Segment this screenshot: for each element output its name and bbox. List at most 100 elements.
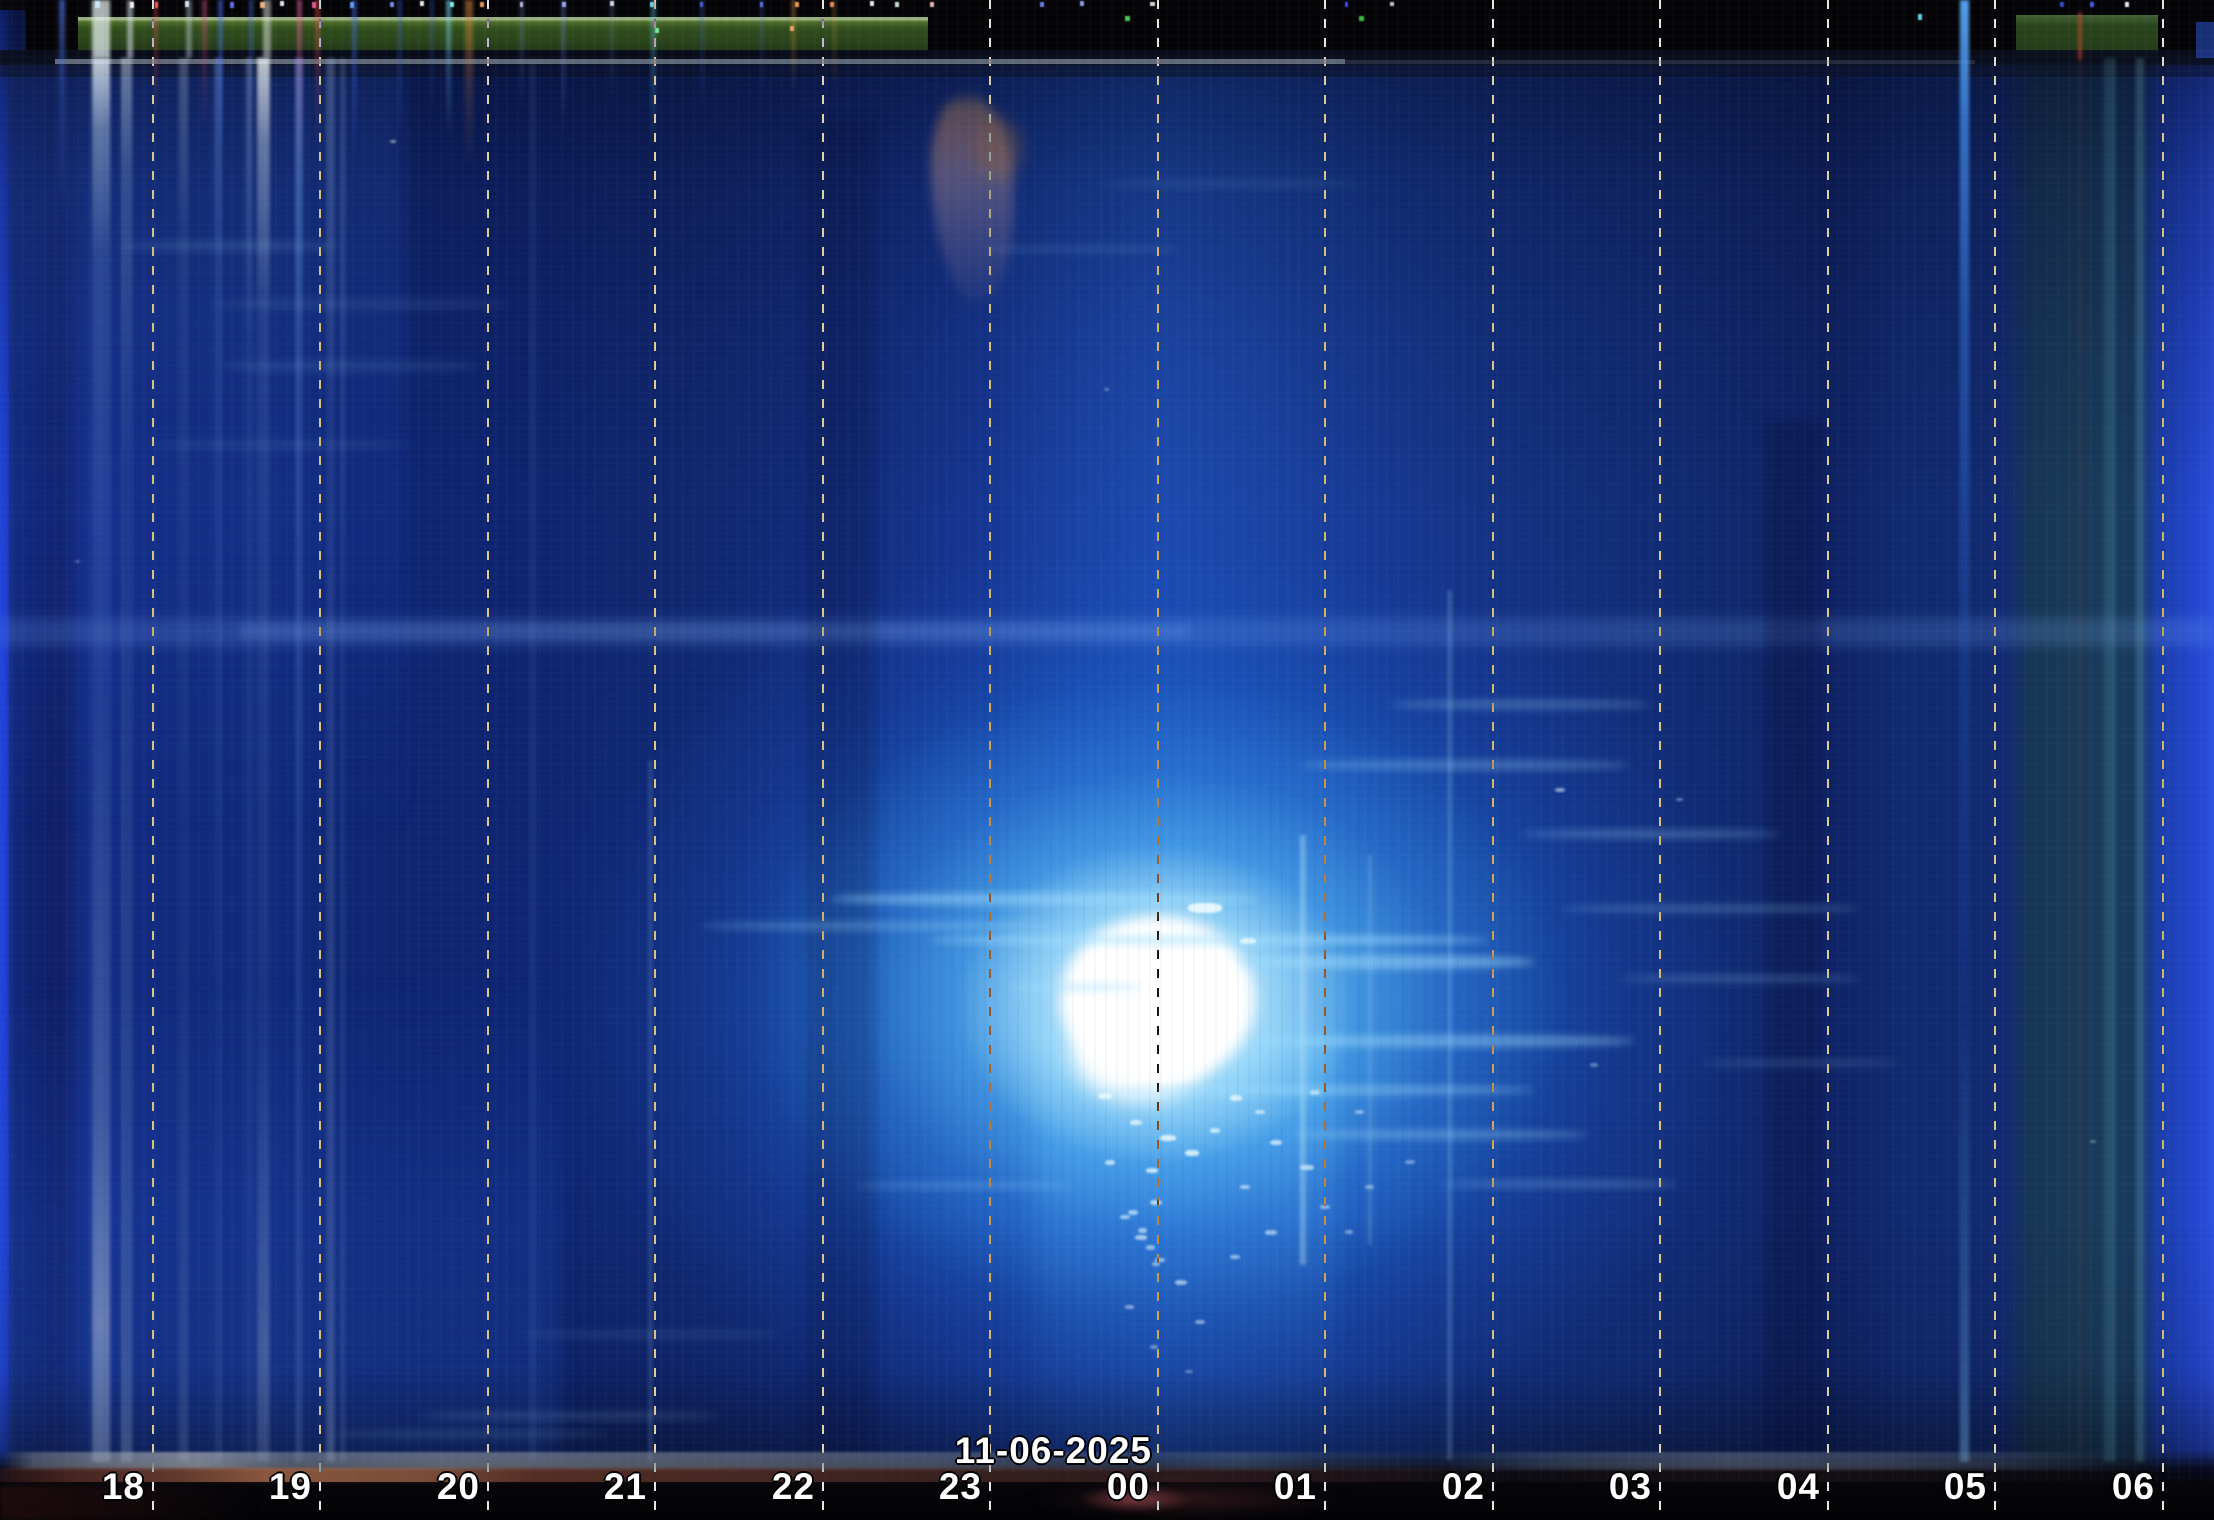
moon-glint (1150, 1345, 1158, 1349)
cloud-wisp (980, 245, 1180, 253)
hour-gridline (989, 0, 991, 1520)
moon-glint (1155, 1258, 1165, 1262)
vertical-streak (832, 0, 836, 95)
sensor-speck (1918, 14, 1922, 20)
moon-glint (1310, 1090, 1320, 1095)
vertical-streak (297, 0, 302, 170)
vertical-streak (326, 58, 335, 1462)
vertical-streak (59, 0, 65, 220)
moon-glint (2090, 1140, 2096, 1143)
sensor-speck (520, 2, 523, 7)
vertical-streak (340, 58, 346, 1462)
vertical-streak (530, 58, 536, 1462)
moon-glint (1230, 1255, 1240, 1259)
cloud-wisp (1300, 760, 1630, 770)
vertical-streak (2078, 60, 2082, 1450)
moon-glint (1195, 1320, 1205, 1324)
moon-glint (1150, 1200, 1162, 1205)
hour-tick-label: 02 (1441, 1466, 1485, 1507)
cloud-wisp (1255, 1035, 1635, 1047)
moon-glint (1135, 1235, 1147, 1240)
cloud-wisp (1620, 975, 1860, 982)
sensor-speck (230, 2, 234, 8)
sensor-speck (450, 2, 454, 7)
moon-glint (1230, 1095, 1242, 1101)
moon-glint (1104, 388, 1109, 391)
hour-tick-label: 18 (101, 1466, 145, 1507)
moon-glint (1590, 1063, 1598, 1067)
sensor-speck (655, 28, 659, 33)
hour-gridline (152, 0, 154, 1520)
moon-glint (1255, 1110, 1265, 1114)
cloud-wisp (420, 1412, 720, 1420)
sensor-speck (795, 2, 799, 7)
moon-glint (1160, 1135, 1176, 1141)
vertical-streak (1960, 0, 1969, 1462)
vertical-streak (1765, 420, 1820, 1462)
cloud-wisp (1520, 830, 1780, 838)
hour-tick-label: 19 (268, 1466, 312, 1507)
sensor-speck (2090, 2, 2094, 7)
hour-gridline (1157, 0, 1159, 1520)
cloud-wisp (1100, 180, 1360, 188)
hour-tick-label: 03 (1608, 1466, 1652, 1507)
hour-gridline (822, 0, 824, 1520)
hour-tick-label: 05 (1943, 1466, 1987, 1507)
sensor-speck (130, 2, 134, 8)
moon-glint (1265, 1230, 1277, 1235)
red-glow (1078, 1486, 1193, 1512)
vertical-streak (263, 0, 271, 58)
vertical-streak (1300, 835, 1306, 1265)
sensor-speck (870, 1, 874, 6)
moon-glint (1355, 1110, 1364, 1114)
cloud-wisp (1560, 905, 1860, 912)
cloud-wisp (855, 1182, 1075, 1189)
vertical-streak (186, 0, 192, 58)
moon-glint (1138, 1228, 1147, 1233)
vertical-streak (127, 0, 133, 58)
sensor-speck (1080, 1, 1084, 6)
vertical-streak (2078, 12, 2082, 60)
moon-glint (1300, 1165, 1314, 1170)
cloud-wisp (830, 893, 1260, 905)
sensor-speck (1040, 2, 1044, 7)
moon-glint (1105, 1160, 1115, 1165)
cloud-wisp (930, 935, 1490, 945)
moon-glint (1098, 1093, 1112, 1099)
sensor-speck (350, 2, 354, 8)
cloud-wisp (700, 922, 1060, 930)
moon-glint (1270, 1140, 1282, 1145)
sensor-speck (700, 2, 703, 7)
moon-glint (1405, 1160, 1415, 1164)
vertical-streak (246, 58, 252, 1462)
sensor-speck (260, 2, 265, 8)
moon-glint (1130, 1120, 1142, 1125)
hour-tick-label: 00 (1106, 1466, 1150, 1507)
bottom-left-red (0, 1486, 260, 1520)
cloud-wisp (120, 240, 340, 252)
cloud-wisp (520, 1330, 780, 1339)
moon-glint (1240, 1185, 1250, 1189)
hour-tick-label: 22 (771, 1466, 815, 1507)
hour-gridline (2162, 0, 2164, 1520)
vertical-streak (465, 0, 473, 170)
vertical-streak (398, 0, 402, 140)
cloud-wisp (1700, 1060, 1900, 1066)
vertical-streak (2136, 58, 2144, 1462)
cloud-wisp (1105, 1085, 1535, 1095)
vertical-streak (651, 0, 656, 150)
vertical-streak (1368, 855, 1372, 1245)
sensor-speck (480, 2, 484, 7)
vertical-streak (257, 58, 270, 1462)
sensor-speck (185, 1, 189, 7)
hour-gridline (319, 0, 321, 1520)
vertical-streak (610, 0, 614, 105)
vertical-streak (520, 0, 524, 115)
sensor-speck (95, 1, 100, 8)
cloud-wisp (150, 440, 410, 450)
vertical-streak (352, 0, 357, 160)
sensor-speck (830, 2, 834, 7)
cloud-wisp (220, 360, 480, 372)
hour-gridline (1994, 0, 1996, 1520)
